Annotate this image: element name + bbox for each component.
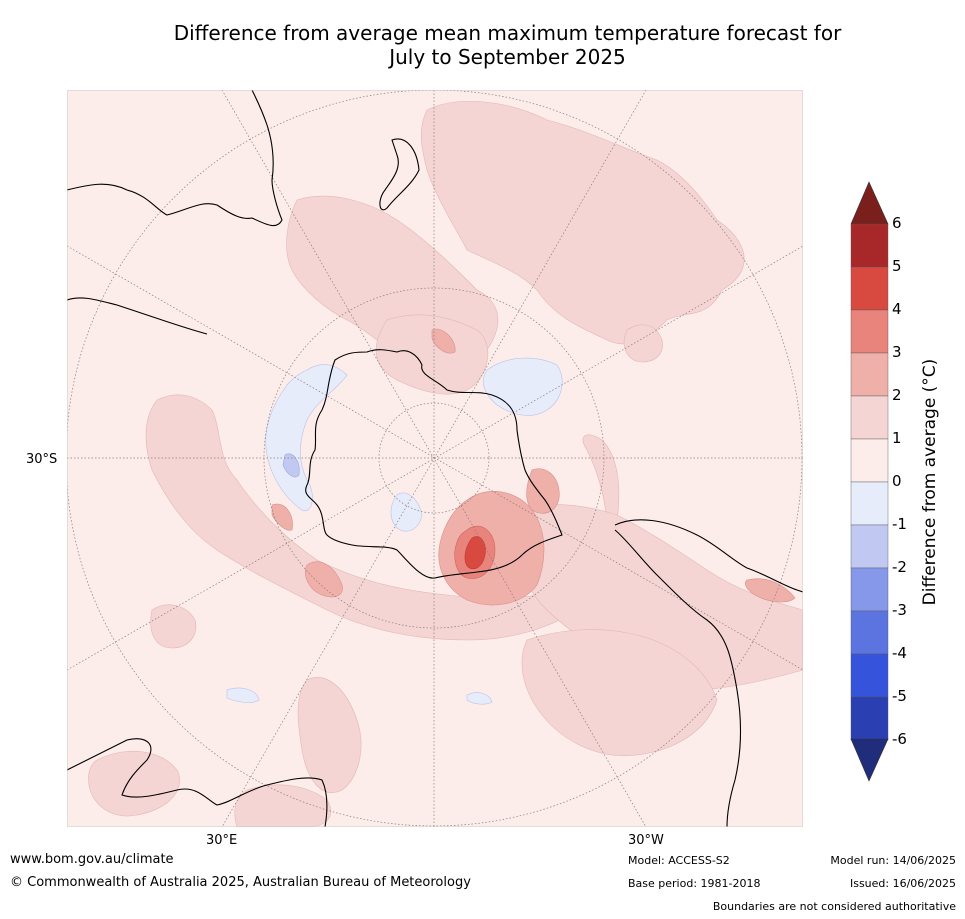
colorbar-bin xyxy=(850,696,889,741)
colorbar-tick-label: -2 xyxy=(892,558,907,576)
lon-label-30e: 30°E xyxy=(206,833,238,848)
title-line-1: Difference from average mean maximum tem… xyxy=(173,21,842,45)
colorbar-bin xyxy=(850,524,889,569)
footer-issued: Issued: 16/06/2025 xyxy=(849,877,956,890)
colorbar-tick-label: 2 xyxy=(892,386,902,404)
footer-disclaimer: Boundaries are not considered authoritat… xyxy=(712,900,956,913)
colorbar-bin xyxy=(850,266,889,311)
colorbar-bin xyxy=(850,481,889,526)
map-panel xyxy=(67,90,803,827)
colorbar-bin xyxy=(850,223,889,268)
map-frame xyxy=(67,90,803,827)
colorbar-tick-label: -5 xyxy=(892,687,907,705)
colorbar-bin xyxy=(850,395,889,440)
colorbar-bin xyxy=(850,309,889,354)
anomaly-1to2-patches xyxy=(88,101,803,827)
colorbar-bin xyxy=(850,567,889,612)
coastlines xyxy=(67,90,803,827)
colorbar-bin xyxy=(850,653,889,698)
footer-base-period: Base period: 1981-2018 xyxy=(628,877,761,890)
colorbar-bin xyxy=(850,610,889,655)
colorbar-tick-label: -4 xyxy=(892,644,907,662)
colorbar-tick-label: 1 xyxy=(892,429,902,447)
colorbar-tick-label: -1 xyxy=(892,515,907,533)
footer-model: Model: ACCESS-S2 xyxy=(628,854,730,867)
colorbar-tick-label: 3 xyxy=(892,343,902,361)
colorbar-bin xyxy=(850,438,889,483)
colorbar-tick-label: 5 xyxy=(892,257,902,275)
lat-label-30s: 30°S xyxy=(26,452,58,467)
lon-label-30w: 30°W xyxy=(628,833,664,848)
footer-copyright: © Commonwealth of Australia 2025, Austra… xyxy=(10,875,471,890)
colorbar-tick-label: -6 xyxy=(892,730,907,748)
colorbar-under-arrow xyxy=(850,738,889,782)
footer-model-run: Model run: 14/06/2025 xyxy=(830,854,956,867)
colorbar-label: Difference from average (°C) xyxy=(920,358,940,606)
colorbar-tick-label: 6 xyxy=(892,214,902,232)
chart-title: Difference from average mean maximum tem… xyxy=(0,21,965,69)
colorbar-tick-label: 0 xyxy=(892,472,902,490)
colorbar-bins xyxy=(850,223,889,741)
graticule xyxy=(67,90,803,827)
title-line-2: July to September 2025 xyxy=(389,45,626,69)
colorbar-over-arrow xyxy=(850,181,889,225)
colorbar-bin xyxy=(850,352,889,397)
anomaly-neg2to-1-patches xyxy=(282,453,300,478)
colorbar-tick-label: 4 xyxy=(892,300,902,318)
colorbar-tick-label: -3 xyxy=(892,601,907,619)
colorbar xyxy=(850,181,889,782)
anomaly-4to5-patches xyxy=(464,536,486,570)
footer-website: www.bom.gov.au/climate xyxy=(10,852,174,867)
